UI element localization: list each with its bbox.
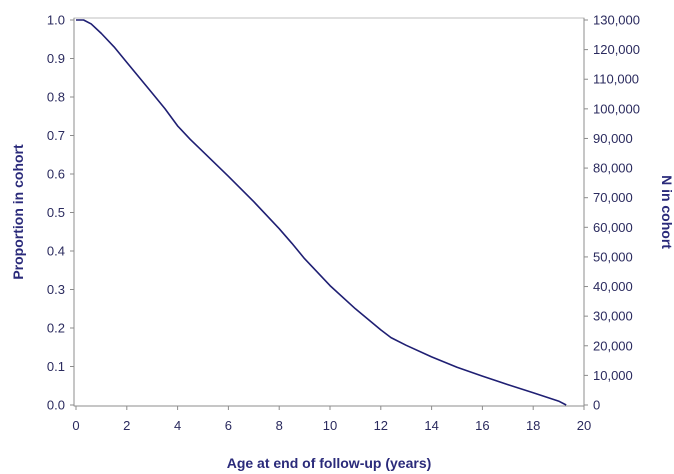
- y-axis-right: 0 10,000 20,000 30,000 40,000 50,000 60,000 70,…: [584, 13, 640, 413]
- y-tick-label: 0.4: [47, 244, 65, 259]
- x-tick-label: 18: [526, 418, 540, 433]
- y2-tick-label: 110,000: [593, 72, 639, 87]
- x-tick-label: 8: [276, 418, 283, 433]
- y2-axis-title: N in cohort: [659, 175, 674, 249]
- y2-tick-label: 50,000: [593, 249, 633, 264]
- y-tick-label: 0.1: [47, 359, 65, 374]
- y2-tick-label: 80,000: [593, 161, 633, 176]
- y-tick-label: 0.0: [47, 398, 65, 413]
- y-tick-label: 1.0: [47, 13, 65, 28]
- x-tick-label: 16: [475, 418, 489, 433]
- y2-tick-label: 30,000: [593, 309, 633, 324]
- y2-tick-label: 60,000: [593, 220, 633, 235]
- series-line: [76, 19, 567, 406]
- y-axis-left: 0.0 0.1 0.2 0.3 0.4 0.5 0.6 0.7 0.8 0.9 1.0: [47, 13, 74, 413]
- x-tick-label: 0: [72, 418, 79, 433]
- y2-tick-label: 10,000: [593, 368, 633, 383]
- plot-frame: [73, 17, 585, 407]
- y2-tick-label: 100,000: [593, 101, 640, 116]
- y-tick-label: 0.9: [47, 51, 65, 66]
- y2-tick-label: 90,000: [593, 131, 633, 146]
- x-tick-label: 14: [424, 418, 438, 433]
- y-tick-label: 0.3: [47, 282, 65, 297]
- x-tick-label: 2: [123, 418, 130, 433]
- y-tick-label: 0.2: [47, 321, 65, 336]
- y-tick-label: 0.5: [47, 205, 65, 220]
- y2-tick-label: 20,000: [593, 338, 633, 353]
- x-tick-label: 4: [174, 418, 181, 433]
- y-axis-title: Proportion in cohort: [10, 144, 26, 280]
- x-tick-label: 20: [577, 418, 591, 433]
- x-tick-label: 10: [323, 418, 337, 433]
- y2-tick-label: 120,000: [593, 42, 640, 57]
- y-tick-label: 0.8: [47, 90, 65, 105]
- y2-tick-label: 70,000: [593, 190, 633, 205]
- x-axis-title: Age at end of follow-up (years): [227, 455, 432, 471]
- x-tick-label: 6: [225, 418, 232, 433]
- x-tick-label: 12: [374, 418, 388, 433]
- y2-tick-label: 40,000: [593, 279, 633, 294]
- y2-tick-label: 0: [593, 398, 600, 413]
- series-layer: [76, 19, 567, 406]
- y2-tick-label: 130,000: [593, 13, 640, 28]
- x-axis: 0 2 4 6 8 10 12 14 16 18 20: [72, 406, 591, 433]
- y-tick-label: 0.6: [47, 167, 65, 182]
- plot-border: [73, 17, 585, 407]
- y-tick-label: 0.7: [47, 128, 65, 143]
